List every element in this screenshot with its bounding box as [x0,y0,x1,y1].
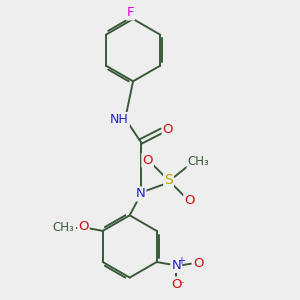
Text: N: N [171,259,181,272]
Text: O: O [142,154,153,167]
Text: +: + [177,256,185,266]
Text: S: S [164,173,173,188]
Text: CH₃: CH₃ [52,221,74,234]
Text: O: O [193,257,203,270]
Text: O: O [184,194,195,207]
Text: NH: NH [110,113,129,126]
Text: O: O [78,220,89,233]
Text: F: F [127,6,134,20]
Text: N: N [136,188,146,200]
Text: ⁻: ⁻ [178,281,184,291]
Text: CH₃: CH₃ [188,155,209,168]
Text: O: O [163,122,173,136]
Text: O: O [171,278,181,290]
